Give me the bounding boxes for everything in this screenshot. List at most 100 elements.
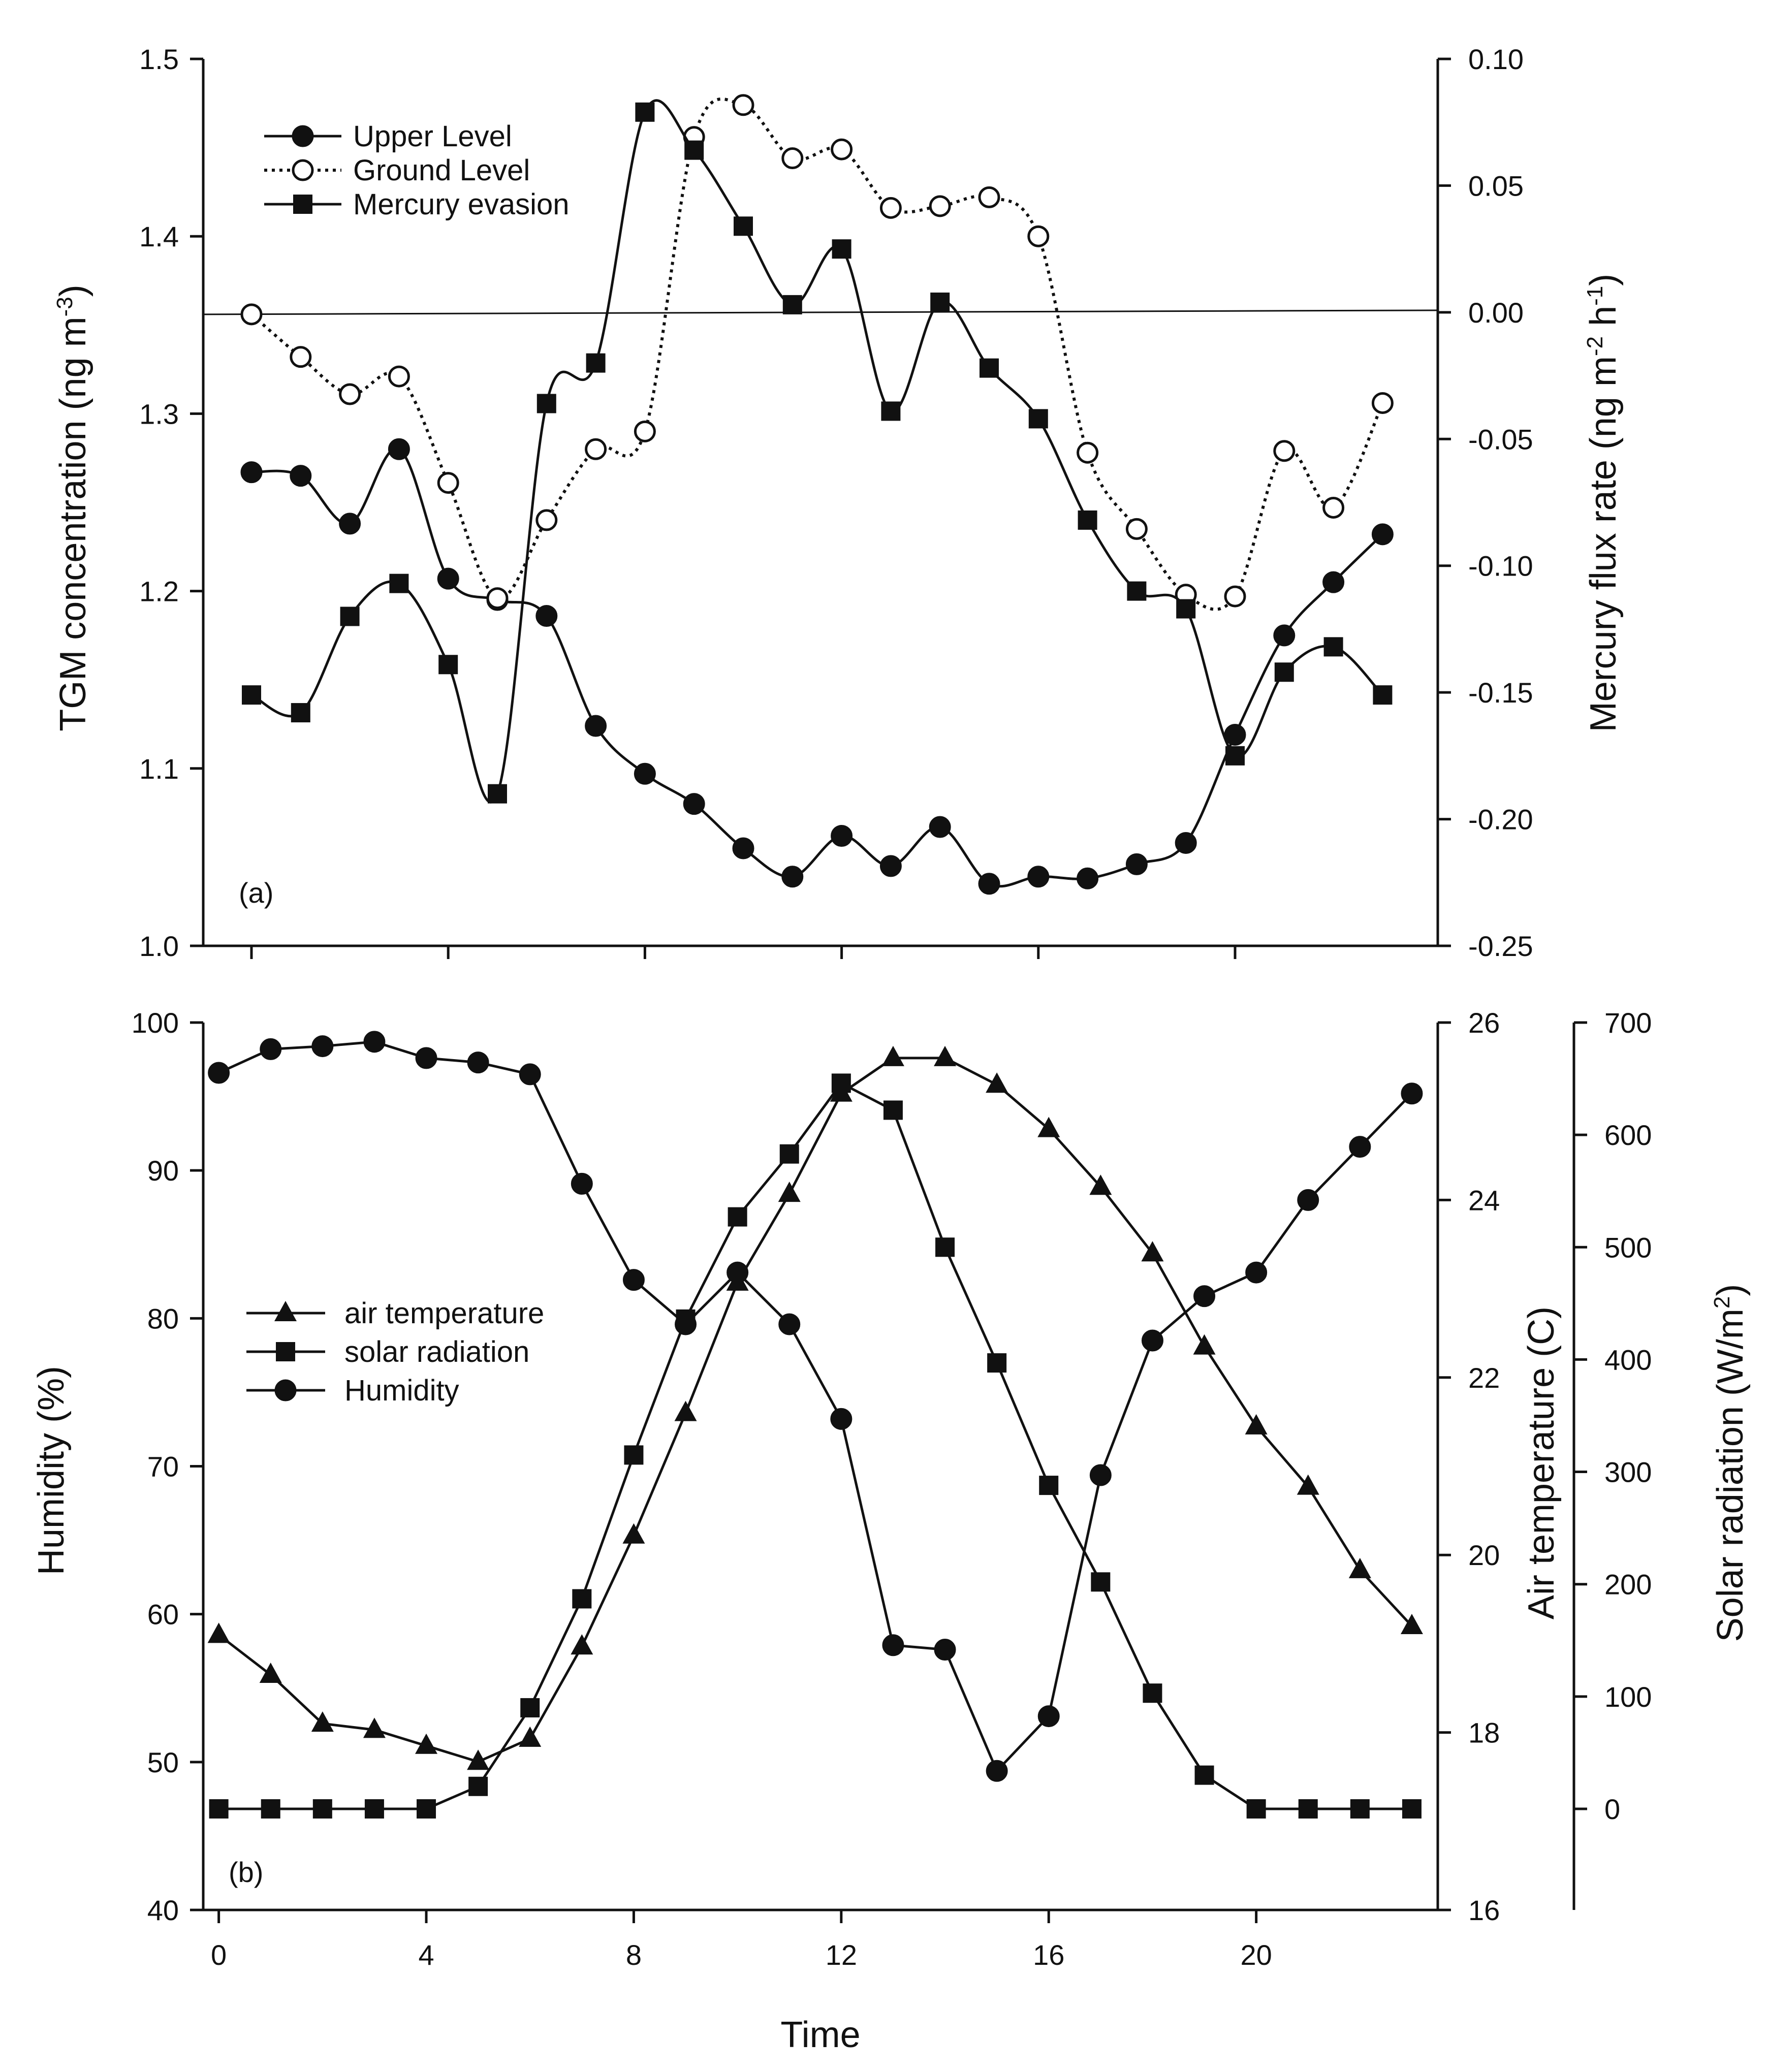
y-right-axis-label: Air temperature (C) [1521,1306,1562,1619]
y-right-axis-label-part: ) [1583,274,1624,286]
data-point [519,1063,541,1086]
data-point [1077,441,1099,464]
legend-label: solar radiation [344,1335,529,1368]
zero-flux-line [203,309,1438,315]
y-left-axis-label-sup: -3 [52,297,77,316]
legend-label: Mercury evasion [353,188,569,221]
y-far-right-axis-label-part: Solar radiation (W/m [1710,1309,1751,1642]
data-point [881,1045,904,1066]
data-point [987,1353,1007,1373]
data-point [727,1261,749,1284]
data-point [930,292,950,312]
data-point [1224,585,1246,608]
data-point [207,1622,230,1643]
y-left-tick-label: 1.3 [139,398,179,430]
data-point [624,1445,644,1465]
data-point [389,573,409,593]
data-point [831,824,853,847]
data-point [934,1045,957,1066]
data-point [467,1051,489,1074]
data-point [1225,746,1245,766]
data-point [1027,225,1050,247]
data-point [1401,1082,1423,1105]
data-point [571,1172,593,1195]
data-point [781,147,804,170]
data-point [929,816,951,838]
series-line [218,1057,1413,1763]
data-point [240,461,263,484]
data-point [339,513,361,535]
data-point [535,509,558,531]
data-point [635,102,655,122]
data-point [437,472,459,494]
y-left-axis-label: Humidity (%) [31,1366,72,1575]
x-tick-label: 16 [1033,1939,1064,1971]
data-point [1373,685,1393,705]
data-point [585,438,607,460]
x-tick-label: 0 [211,1939,227,1971]
data-point [1350,1799,1370,1819]
data-point [1402,1799,1422,1819]
data-point [1298,1799,1318,1819]
data-point [1077,867,1099,889]
y-far-right-tick-label: 600 [1604,1119,1652,1151]
data-point [586,353,606,373]
data-point [520,1698,540,1717]
panel-b-axes [202,1023,1439,1911]
data-point [622,1523,645,1544]
data-point [260,1038,282,1060]
y-far-right-tick-label: 300 [1604,1456,1652,1488]
data-point [1127,581,1147,601]
y-right-axis-label-part: Mercury flux rate (ng m [1583,356,1624,732]
data-point [363,1031,386,1053]
data-point [1037,1117,1060,1137]
data-point [1091,1572,1111,1592]
y-far-right-axis-label-sup: 2 [1710,1296,1734,1309]
data-point [728,1207,747,1227]
data-point [1371,523,1394,546]
y-right-tick-label: 18 [1468,1717,1500,1749]
legend-label: Ground Level [353,154,530,187]
y-far-right-tick-label: 100 [1604,1681,1652,1713]
data-point [339,383,361,405]
y-far-right-tick-label: 400 [1604,1344,1652,1376]
data-point [208,1062,230,1084]
data-point [242,685,261,705]
y-right-tick-label: -0.25 [1468,930,1533,962]
legend-label: Humidity [344,1374,459,1407]
data-point [683,793,705,815]
data-point [1297,1189,1319,1211]
data-point [622,1269,645,1291]
data-point [1176,599,1196,619]
data-point [1273,624,1296,647]
y-left-tick-label: 60 [147,1599,179,1631]
series-solar-radiation [209,1073,1422,1819]
data-point [1193,1334,1216,1355]
data-point [1323,637,1343,657]
data-point [240,303,263,326]
data-point [1028,409,1048,429]
legend-label: Upper Level [353,120,512,153]
data-point [1027,866,1050,888]
data-point [311,1035,334,1058]
y-left-tick-label: 1.2 [139,576,179,608]
data-point [1125,853,1148,875]
data-point [879,197,902,219]
y-left-tick-label: 40 [147,1894,179,1926]
data-point [778,1313,801,1335]
y-left-tick-label: 50 [147,1746,179,1778]
data-point [388,365,410,388]
series-mercury-evasion [242,99,1393,804]
y-far-right-axis-label-part: ) [1710,1284,1751,1296]
data-point [634,762,656,785]
data-point [929,195,951,217]
y-far-right-tick-label: 700 [1604,1007,1652,1039]
data-point [1273,440,1296,462]
data-point [1322,571,1345,593]
panel-b: 4050607080901001618202224260100200300400… [31,1007,1751,2055]
y-right-tick-label: 26 [1468,1007,1500,1039]
panel-b-label: (b) [229,1856,263,1888]
x-axis-label: Time [780,2015,860,2055]
data-point [417,1799,436,1819]
